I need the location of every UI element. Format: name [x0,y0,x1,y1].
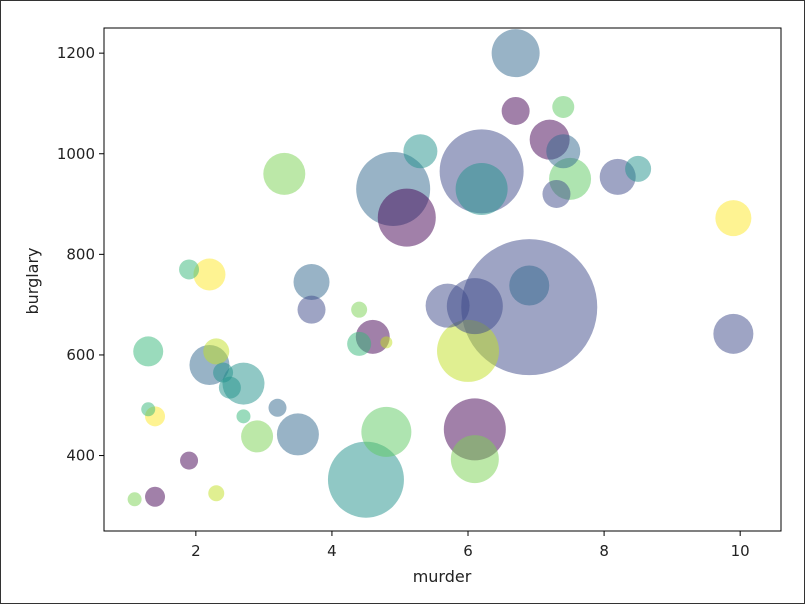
bubble-point [542,179,571,208]
y-tick-label: 400 [66,447,95,465]
x-axis-ticks: 2 4 6 8 10 [191,531,750,560]
bubble-layer [127,29,754,518]
bubble-point [179,259,200,280]
x-tick-label: 2 [191,542,201,560]
y-tick-label: 600 [66,346,95,364]
bubble-point [268,398,287,417]
bubble-point [263,152,306,195]
bubble-point [327,441,404,518]
bubble-point [297,295,326,324]
bubble-point [133,336,164,367]
plot-area-border [103,27,782,532]
y-tick-label: 1000 [57,145,95,163]
bubble-point [361,406,412,457]
bubble-point [203,338,230,365]
bubble-point [380,336,393,349]
bubble-point [276,413,319,456]
x-tick-label: 10 [731,542,750,560]
bubble-point [403,134,438,169]
bubble-point [625,155,652,182]
y-tick-label: 800 [66,245,95,263]
y-tick-label: 1200 [57,44,95,62]
bubble-point [491,29,540,78]
bubble-point [347,331,372,356]
bubble-point [180,451,199,470]
bubble-point [351,301,368,318]
bubble-point [713,313,754,354]
bubble-point [437,319,500,382]
bubble-point [425,283,470,328]
y-axis-label: burglary [23,247,42,314]
bubble-point [715,200,752,237]
bubble-point [501,96,530,125]
x-tick-label: 8 [599,542,609,560]
y-axis-ticks: 400 600 800 1000 1200 [57,44,104,465]
bubble-point [127,492,142,507]
bubble-point [145,486,166,507]
bubble-point [450,435,499,484]
bubble-point [208,485,225,502]
x-tick-label: 6 [463,542,473,560]
bubble-point [236,409,251,424]
bubble-point [509,265,550,306]
bubble-point [377,188,436,247]
bubble-point [241,420,274,453]
x-axis-label: murder [413,567,472,586]
bubble-point [293,264,330,301]
bubble-point [141,402,156,417]
x-tick-label: 4 [327,542,337,560]
bubble-point [546,134,581,169]
bubble-point [193,258,226,291]
bubble-point [213,362,234,383]
bubble-point [455,162,508,215]
bubble-point [552,95,575,118]
